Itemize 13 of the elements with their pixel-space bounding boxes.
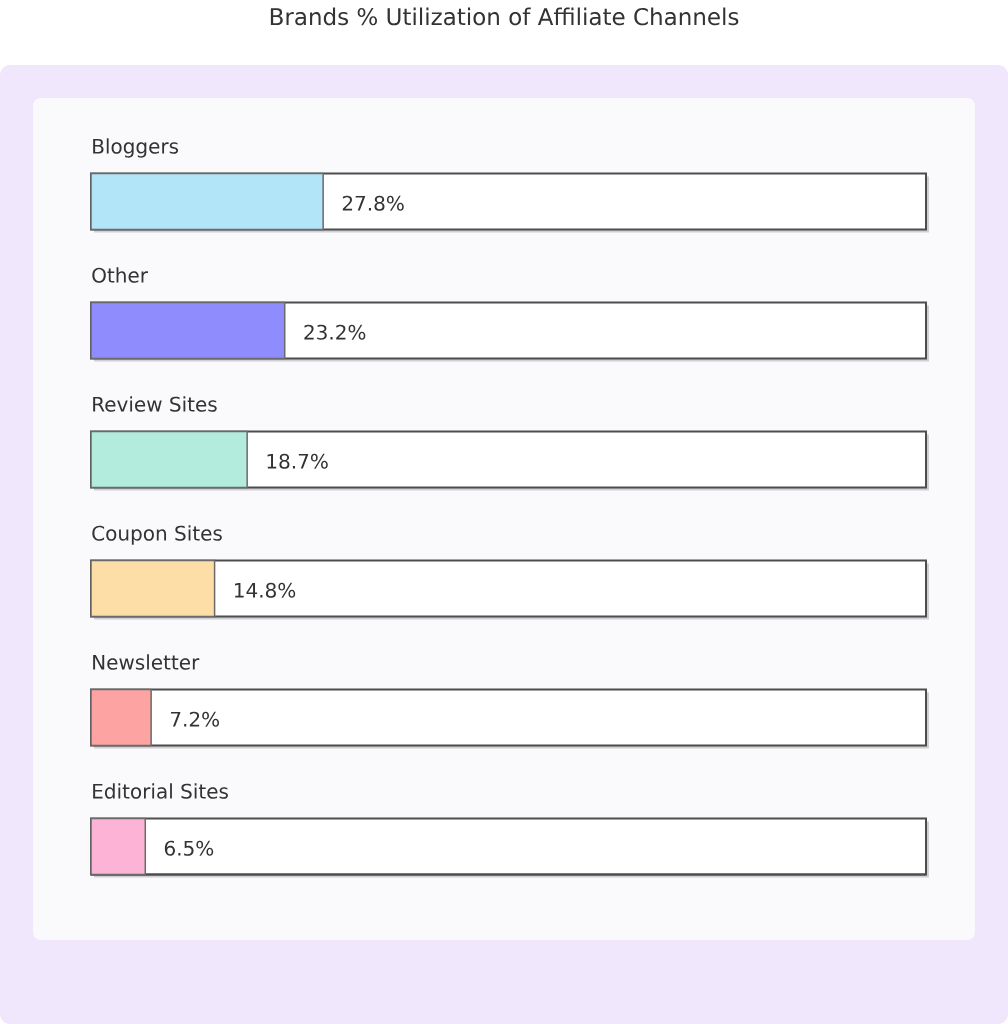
data-label: 6.5% bbox=[164, 840, 214, 856]
y-tick-label: Editorial Sites bbox=[93, 783, 228, 799]
data-label: 18.7% bbox=[267, 453, 328, 469]
data-label: 7.2% bbox=[170, 711, 220, 727]
y-tick-label: Newsletter bbox=[93, 654, 200, 670]
data-label: 27.8% bbox=[342, 195, 404, 211]
chart-title: Brands % Utilization of Affiliate Channels bbox=[270, 7, 739, 26]
y-tick-label: Bloggers bbox=[93, 138, 179, 158]
y-tick-label: Other bbox=[92, 267, 148, 283]
data-label: 23.2% bbox=[304, 324, 366, 340]
data-label: 14.8% bbox=[234, 582, 296, 598]
y-tick-label: Review Sites bbox=[93, 396, 217, 412]
y-tick-label: Coupon Sites bbox=[92, 525, 222, 545]
